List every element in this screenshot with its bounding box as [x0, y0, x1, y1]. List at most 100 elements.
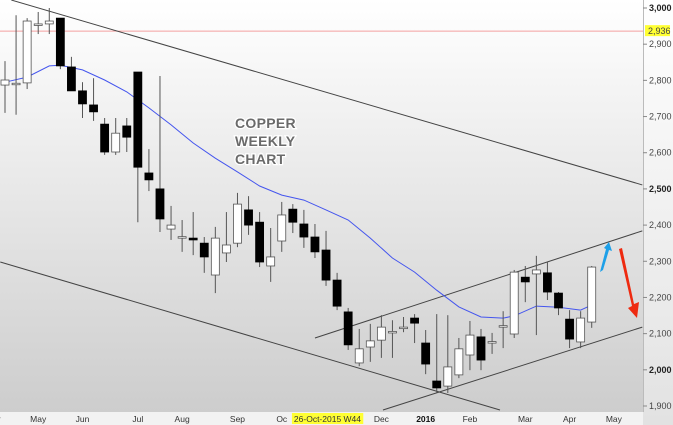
- candle-bullish: [487, 332, 497, 354]
- candle-body: [233, 203, 242, 244]
- candle-bearish: [78, 82, 87, 118]
- ytick-label: 2,000: [649, 365, 672, 375]
- plot-background: [0, 0, 643, 412]
- candle-bearish: [343, 307, 353, 350]
- trendline-3: [314, 230, 643, 339]
- trendline-4: [382, 326, 643, 411]
- candle-bullish: [221, 212, 231, 262]
- candle-body: [299, 223, 309, 238]
- candle-bearish: [122, 117, 132, 153]
- candle-body: [432, 380, 442, 389]
- candle-bearish: [133, 71, 143, 223]
- candle-bearish: [332, 272, 342, 311]
- candle-body: [78, 90, 87, 105]
- price-marker-label: 2,936: [648, 26, 671, 36]
- candle-body: [0, 79, 10, 86]
- xtick-label: Aug: [175, 414, 190, 424]
- candle-bearish: [144, 149, 154, 192]
- chart-title: COPPER WEEKLY CHART: [234, 114, 297, 169]
- candle-body: [365, 340, 375, 348]
- candle-bullish: [443, 315, 453, 393]
- annotation-arrows: [600, 242, 639, 318]
- candle-body: [443, 366, 453, 387]
- candle-body: [421, 342, 431, 365]
- candle-bearish: [410, 314, 419, 344]
- candle-body: [89, 104, 98, 113]
- candle-bullish: [454, 337, 464, 379]
- ytick-label: 2,700: [649, 112, 672, 122]
- candle-bearish: [100, 117, 110, 155]
- candle-body: [122, 125, 132, 138]
- candle-body: [266, 256, 276, 267]
- candle-body: [343, 311, 353, 346]
- candle-body: [100, 123, 110, 153]
- trendline-1: [11, 0, 643, 186]
- xtick-label: May: [606, 414, 623, 424]
- xtick-label: Feb: [463, 414, 478, 424]
- candle-bearish: [310, 224, 320, 259]
- ytick-label: 2,500: [649, 184, 672, 194]
- xtick-label: Sep: [230, 414, 245, 424]
- ytick-label: 2,900: [649, 39, 672, 49]
- candle-body: [531, 269, 541, 275]
- red-down-arrow: [619, 248, 639, 318]
- candle-body: [487, 341, 497, 344]
- candle-body: [543, 272, 552, 293]
- candle-body: [376, 326, 386, 341]
- candle-body: [410, 317, 419, 324]
- candle-bullish: [509, 269, 519, 338]
- candle-bearish: [299, 209, 309, 248]
- candle-bullish: [399, 316, 408, 333]
- blue-up-arrow: [600, 242, 612, 272]
- ytick-label: 2,600: [649, 148, 672, 158]
- candle-body: [454, 348, 464, 376]
- ytick-label: 1,900: [649, 401, 672, 411]
- candle-bearish: [432, 314, 442, 393]
- candle-body: [509, 271, 519, 335]
- ytick-label: 3,000: [649, 3, 672, 13]
- xtick-label: Jul: [132, 414, 143, 424]
- candle-body: [565, 318, 574, 340]
- candle-bearish: [421, 330, 431, 375]
- candle-body: [144, 172, 154, 181]
- candle-bullish: [498, 311, 508, 349]
- title-line-2: WEEKLY: [235, 133, 296, 149]
- candle-body: [399, 326, 408, 330]
- candle-bullish: [11, 15, 21, 115]
- candle-bullish: [531, 255, 541, 336]
- cursor-date-label: 26-Oct-2015 W44: [294, 414, 361, 424]
- candle-bearish: [55, 17, 65, 70]
- candle-body: [321, 249, 331, 281]
- cursor-date-label-bg: [291, 413, 364, 424]
- candle-bullish: [210, 226, 220, 294]
- xtick-label: Oc: [276, 414, 288, 424]
- candle-body: [576, 317, 586, 343]
- candle-bullish: [576, 311, 586, 349]
- candle-body: [111, 132, 121, 153]
- candle-body: [33, 23, 43, 26]
- ytick-label: 2,800: [649, 75, 672, 85]
- candle-bullish: [365, 323, 375, 362]
- xtick-label: Jun: [76, 414, 90, 424]
- xtick-label: May: [30, 414, 47, 424]
- candle-bearish: [565, 310, 574, 349]
- title-line-3: CHART: [235, 151, 286, 167]
- candle-bullish: [111, 117, 121, 155]
- candle-body: [255, 221, 265, 263]
- candle-body: [520, 276, 530, 283]
- candle-bearish: [89, 78, 98, 121]
- xtick-label: Dec: [374, 414, 390, 424]
- candle-body: [67, 66, 76, 92]
- candle-bearish: [244, 196, 253, 235]
- ytick-label: 2,400: [649, 220, 672, 230]
- title-line-1: COPPER: [235, 115, 296, 131]
- candle-body: [44, 20, 54, 25]
- candle-body: [310, 236, 320, 253]
- candle-bullish: [22, 18, 32, 90]
- trendline-2: [0, 261, 501, 411]
- xtick-label: Apr: [0, 414, 1, 424]
- xtick-label: Apr: [563, 414, 576, 424]
- candle-body: [177, 236, 187, 239]
- candle-body: [55, 17, 65, 67]
